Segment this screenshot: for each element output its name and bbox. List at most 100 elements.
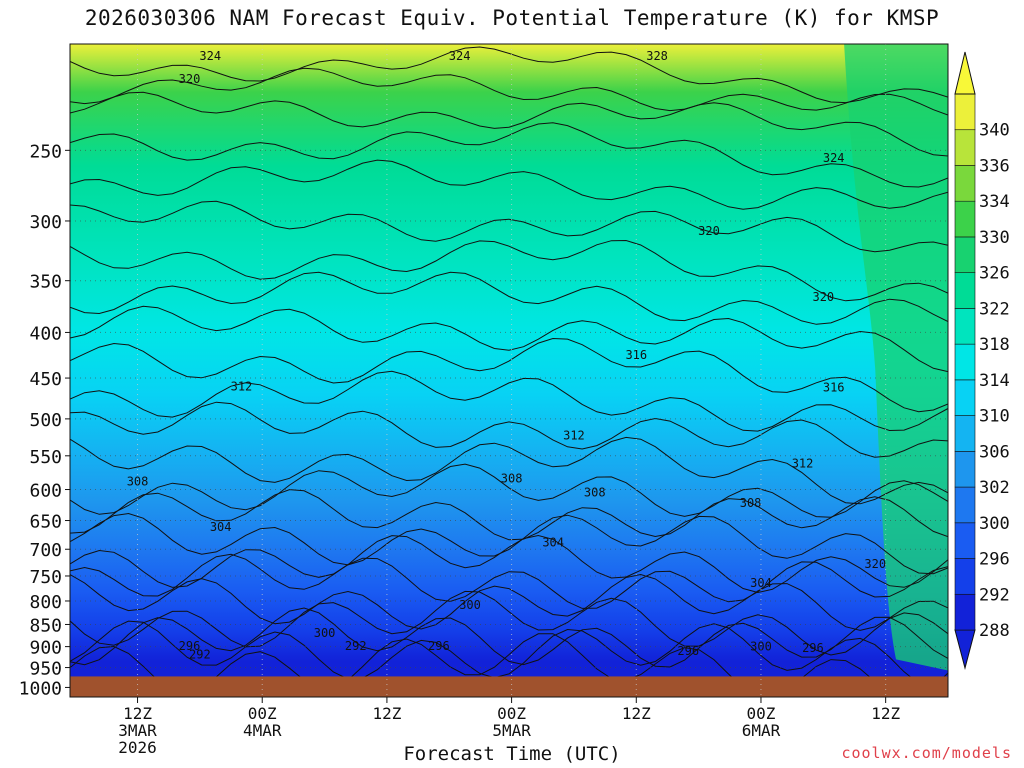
y-tick-label: 850 — [29, 615, 62, 636]
colorbar-label: 340 — [979, 121, 1010, 141]
x-tick-label: 6MAR — [742, 721, 781, 740]
contour-label: 296 — [677, 644, 699, 658]
contour-label: 308 — [584, 486, 606, 500]
y-tick-label: 700 — [29, 540, 62, 561]
colorbar-segment — [954, 558, 976, 595]
colorbar-label: 302 — [979, 478, 1010, 498]
contour-line — [70, 534, 948, 594]
contour-label: 304 — [542, 536, 564, 550]
colorbar-label: 300 — [979, 514, 1010, 534]
y-tick-label: 600 — [29, 481, 62, 502]
contour-label: 324 — [199, 49, 221, 63]
y-tick-label: 450 — [29, 369, 62, 390]
contour-label: 300 — [459, 598, 481, 612]
x-tick-label: 00Z — [747, 704, 776, 723]
contour-label: 324 — [823, 151, 845, 165]
contour-line — [70, 46, 948, 104]
contour-label: 320 — [179, 72, 201, 86]
contour-line — [70, 607, 948, 668]
contour-label: 328 — [241, 27, 263, 41]
contour-label: 300 — [314, 626, 336, 640]
contour-label: 308 — [740, 496, 762, 510]
contour-line — [70, 337, 948, 413]
contour-label: 304 — [210, 520, 232, 534]
colorbar-segment — [954, 200, 976, 238]
contour-line — [70, 200, 948, 253]
colorbar-arrow-top — [954, 51, 976, 95]
contour-label: 312 — [563, 429, 585, 443]
ground-fill — [70, 676, 948, 697]
contour-line — [70, 67, 948, 116]
contour-line — [70, 573, 948, 631]
contour-label: 320 — [812, 290, 834, 304]
colorbar-label: 314 — [979, 371, 1010, 391]
contour-line — [70, 401, 948, 458]
colorbar-segment — [954, 451, 976, 488]
colorbar-label: 326 — [979, 264, 1010, 284]
y-tick-label: 250 — [29, 141, 62, 162]
y-tick-label: 400 — [29, 323, 62, 344]
x-tick-label: 12Z — [123, 704, 152, 723]
contour-label: 292 — [345, 639, 367, 653]
colorbar-label: 322 — [979, 299, 1010, 319]
colorbar-segment — [954, 486, 976, 524]
colorbar-segment — [954, 129, 976, 166]
plot-frame — [69, 43, 949, 698]
contour-line — [70, 590, 948, 656]
contour-label: 312 — [231, 380, 253, 394]
y-tick-label: 350 — [29, 272, 62, 293]
x-tick-label: 4MAR — [243, 721, 282, 740]
colorbar-label: 330 — [979, 228, 1010, 248]
contour-label: 296 — [428, 639, 450, 653]
contour-label: 332 — [75, 33, 97, 47]
colorbar-label: 334 — [979, 192, 1010, 212]
contour-line — [70, 122, 948, 188]
field-background — [70, 44, 948, 697]
y-tick-label: 550 — [29, 447, 62, 468]
contour-line — [70, 489, 948, 541]
x-tick-label: 3MAR — [118, 721, 157, 740]
x-tick-label: 12Z — [871, 704, 900, 723]
y-tick-label: 500 — [29, 410, 62, 431]
contour-label: 308 — [127, 475, 149, 489]
contour-line — [70, 159, 948, 210]
contour-label: 332 — [729, 22, 751, 36]
x-tick-label: 12Z — [372, 704, 401, 723]
x-tick-label: 12Z — [622, 704, 651, 723]
contour-line — [70, 436, 948, 505]
contour-label: 312 — [792, 456, 814, 470]
contour-label: 296 — [179, 639, 201, 653]
y-tick-label: 950 — [29, 659, 62, 680]
colorbar-segment — [954, 272, 976, 309]
chart-title: 2026030306 NAM Forecast Equiv. Potential… — [84, 6, 940, 30]
contour-label: 328 — [646, 49, 668, 63]
y-tick-label: 300 — [29, 212, 62, 233]
contour-line — [70, 370, 948, 432]
x-tick-label: 00Z — [248, 704, 277, 723]
contour-label: 304 — [750, 576, 772, 590]
colorbar-label: 310 — [979, 407, 1010, 427]
colorbar-label: 288 — [979, 621, 1010, 641]
y-tick-label: 1000 — [19, 678, 62, 699]
y-tick-label: 900 — [29, 638, 62, 659]
contour-label: 300 — [750, 640, 772, 654]
colorbar-segment — [954, 236, 976, 273]
contour-line — [70, 512, 948, 575]
colorbar-label: 296 — [979, 550, 1010, 570]
y-tick-label: 800 — [29, 592, 62, 613]
x-axis-title: Forecast Time (UTC) — [403, 743, 621, 765]
x-tick-label: 5MAR — [492, 721, 531, 740]
colorbar-segment — [954, 308, 976, 345]
x-tick-label: 00Z — [497, 704, 526, 723]
colorbar-label: 292 — [979, 585, 1010, 605]
colorbar-segment — [954, 165, 976, 202]
colorbar-segment — [954, 593, 976, 631]
contour-label: 316 — [823, 380, 845, 394]
contour-label: 292 — [189, 647, 211, 661]
credit-link[interactable]: coolwx.com/models — [841, 744, 1012, 762]
y-tick-label: 750 — [29, 567, 62, 588]
contour-label: 308 — [501, 471, 523, 485]
contour-line — [70, 91, 948, 157]
plot-area: 332 328 324 320 324 332 328 324 320 320 316 316 312 3… — [70, 22, 948, 697]
